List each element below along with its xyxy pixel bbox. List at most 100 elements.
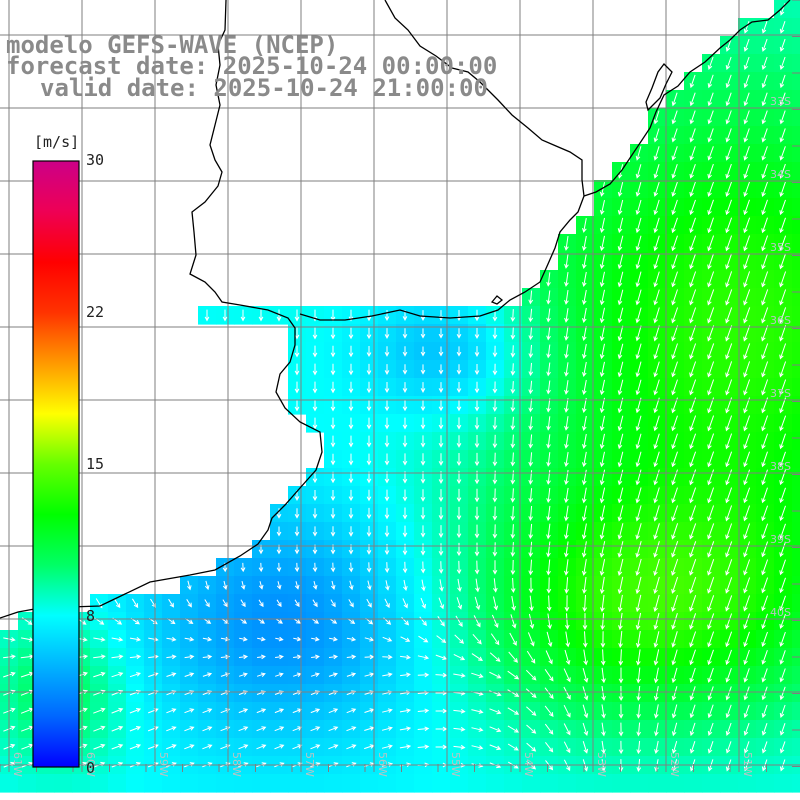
wind-arrow: [474, 364, 480, 376]
wind-arrow: [635, 576, 642, 595]
wind-arrow: [761, 523, 769, 540]
wind-arrow: [526, 724, 537, 734]
wind-arrow: [689, 415, 697, 432]
wind-arrow: [582, 631, 588, 648]
wind-speed-cell: [126, 774, 145, 793]
wind-arrow: [635, 469, 642, 486]
wind-arrow: [617, 307, 624, 324]
wind-arrow: [743, 38, 750, 52]
wind-arrow: [528, 290, 534, 305]
wind-arrow: [528, 362, 534, 377]
wind-arrow: [563, 686, 571, 700]
wind-arrow: [689, 451, 697, 468]
wind-arrow: [779, 415, 787, 432]
wind-arrow: [671, 541, 679, 558]
wind-arrow: [510, 524, 516, 539]
wind-arrow: [563, 723, 571, 736]
wind-arrow: [399, 744, 412, 749]
wind-arrow: [707, 487, 715, 504]
wind-arrow: [564, 487, 569, 504]
wind-arrow: [438, 417, 444, 430]
wind-arrow: [420, 346, 426, 357]
wind-arrow: [743, 722, 750, 736]
wind-arrow: [400, 654, 411, 660]
wind-arrow: [725, 541, 733, 558]
wind-arrow: [346, 636, 357, 642]
wind-arrow: [276, 508, 282, 519]
wind-arrow: [599, 199, 605, 215]
wind-arrow: [707, 217, 714, 234]
wind-arrow: [725, 92, 732, 107]
wind-arrow: [528, 308, 534, 323]
wind-arrow: [238, 672, 248, 677]
wind-arrow: [725, 649, 732, 666]
wind-arrow: [635, 523, 642, 540]
wind-arrow: [707, 199, 714, 216]
wind-arrow: [617, 576, 624, 595]
wind-arrow: [653, 199, 660, 216]
wind-arrow: [402, 364, 408, 375]
wind-arrow: [507, 725, 519, 733]
wind-speed-cell: [792, 720, 800, 739]
wind-arrow: [366, 327, 372, 340]
wind-arrow: [779, 110, 786, 125]
wind-arrow: [528, 398, 534, 413]
wind-speed-cell: [180, 774, 199, 793]
wind-arrow: [689, 92, 696, 107]
wind-arrow: [384, 364, 390, 375]
wind-arrow: [761, 38, 768, 52]
wind-arrow: [274, 744, 285, 750]
wind-arrow: [725, 559, 733, 576]
wind-arrow: [402, 489, 408, 502]
wind-arrow: [582, 594, 588, 613]
wind-arrow: [601, 740, 606, 755]
wind-arrow: [509, 632, 517, 646]
wind-arrow: [725, 415, 733, 432]
wind-arrow: [653, 612, 660, 631]
wind-arrow: [453, 673, 466, 678]
wind-speed-cell: [378, 774, 397, 793]
wind-arrow: [510, 542, 516, 557]
wind-arrow: [184, 744, 195, 750]
wind-arrow: [400, 672, 411, 678]
wind-arrow: [346, 654, 357, 660]
lon-label: 55W: [449, 752, 462, 777]
wind-arrow: [689, 505, 697, 522]
wind-arrow: [168, 598, 174, 608]
wind-arrow: [366, 363, 372, 376]
wind-arrow: [725, 199, 732, 216]
wind-arrow: [528, 577, 534, 594]
wind-arrow: [111, 637, 124, 642]
wind-arrow: [779, 343, 787, 360]
wind-arrow: [689, 541, 697, 558]
wind-arrow: [779, 668, 786, 683]
wind-arrow: [129, 637, 142, 642]
wind-arrow: [761, 469, 768, 486]
wind-arrow: [617, 558, 624, 577]
wind-arrow: [492, 327, 498, 340]
wind-arrow: [366, 417, 372, 430]
wind-arrow: [457, 578, 462, 593]
wind-speed-cell: [396, 774, 415, 793]
wind-arrow: [474, 452, 480, 467]
colorbar-scale: [32, 160, 80, 768]
wind-arrow: [599, 361, 605, 378]
wind-arrow: [204, 580, 210, 591]
wind-arrow: [93, 637, 106, 642]
wind-speed-cell: [792, 666, 800, 685]
wind-arrow: [671, 487, 678, 504]
wind-arrow: [111, 725, 124, 732]
wind-arrow: [471, 672, 484, 679]
wind-arrow: [707, 289, 715, 306]
wind-arrow: [528, 541, 534, 558]
wind-arrow: [761, 92, 768, 107]
wind-arrow: [743, 128, 750, 143]
wind-speed-cell: [792, 36, 800, 55]
wind-speed-cell: [792, 432, 800, 451]
wind-arrow: [528, 416, 534, 431]
wind-arrow: [471, 653, 483, 661]
wind-speed-cell: [792, 612, 800, 631]
wind-arrow: [312, 327, 318, 340]
wind-arrow: [330, 508, 336, 519]
wind-speed-cell: [792, 378, 800, 397]
